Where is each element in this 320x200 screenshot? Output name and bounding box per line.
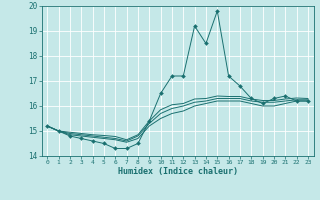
X-axis label: Humidex (Indice chaleur): Humidex (Indice chaleur)	[118, 167, 237, 176]
